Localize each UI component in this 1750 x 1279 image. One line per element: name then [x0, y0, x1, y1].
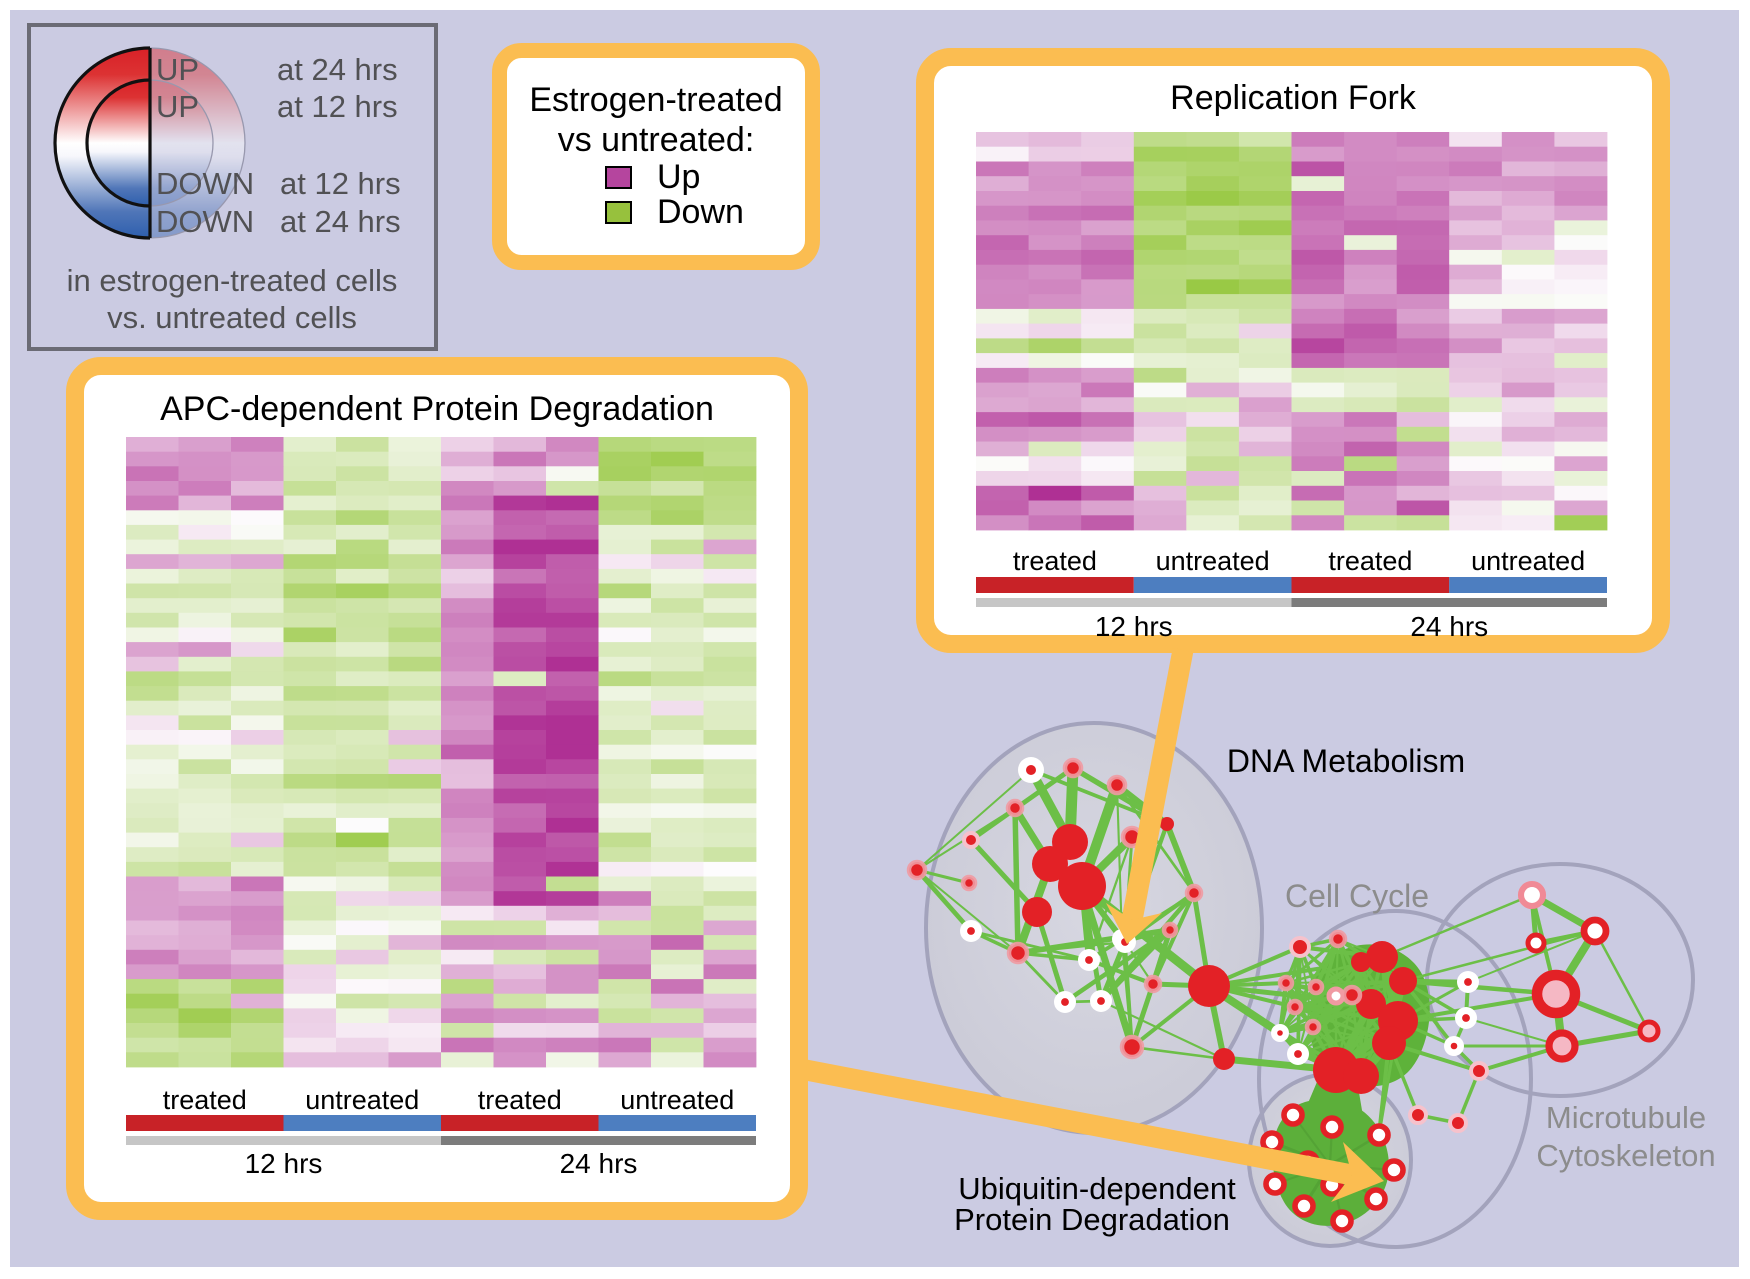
svg-text:Microtubule: Microtubule — [1546, 1100, 1706, 1135]
svg-text:DOWN: DOWN — [156, 166, 254, 201]
svg-text:at 12 hrs: at 12 hrs — [280, 166, 401, 201]
svg-text:untreated: untreated — [620, 1085, 734, 1115]
svg-text:12 hrs: 12 hrs — [245, 1148, 323, 1179]
svg-text:in estrogen-treated cells: in estrogen-treated cells — [67, 263, 398, 298]
svg-text:24 hrs: 24 hrs — [1410, 611, 1488, 642]
svg-text:Ubiquitin-dependent: Ubiquitin-dependent — [958, 1171, 1236, 1206]
svg-text:treated: treated — [478, 1085, 562, 1115]
svg-text:treated: treated — [1013, 546, 1097, 576]
svg-text:UP: UP — [156, 52, 199, 87]
svg-text:Cell Cycle: Cell Cycle — [1285, 878, 1429, 914]
svg-text:Replication Fork: Replication Fork — [1170, 79, 1417, 117]
svg-text:Estrogen-treated: Estrogen-treated — [529, 81, 782, 119]
svg-text:DNA Metabolism: DNA Metabolism — [1227, 743, 1465, 779]
svg-text:Down: Down — [657, 193, 744, 231]
svg-text:treated: treated — [163, 1085, 247, 1115]
svg-text:24 hrs: 24 hrs — [560, 1148, 638, 1179]
svg-text:untreated: untreated — [305, 1085, 419, 1115]
svg-text:at 24 hrs: at 24 hrs — [280, 204, 401, 239]
svg-text:untreated: untreated — [1156, 546, 1270, 576]
svg-text:12 hrs: 12 hrs — [1095, 611, 1173, 642]
svg-text:Up: Up — [657, 158, 700, 196]
svg-text:Protein Degradation: Protein Degradation — [954, 1202, 1230, 1237]
svg-text:vs untreated:: vs untreated: — [558, 121, 755, 159]
svg-text:Cytoskeleton: Cytoskeleton — [1536, 1138, 1715, 1173]
svg-text:treated: treated — [1328, 546, 1412, 576]
svg-text:vs. untreated cells: vs. untreated cells — [107, 300, 357, 335]
svg-text:DOWN: DOWN — [156, 204, 254, 239]
svg-text:UP: UP — [156, 89, 199, 124]
svg-text:at 12 hrs: at 12 hrs — [277, 89, 398, 124]
svg-text:APC-dependent Protein Degradat: APC-dependent Protein Degradation — [160, 390, 714, 428]
svg-text:at 24 hrs: at 24 hrs — [277, 52, 398, 87]
svg-text:untreated: untreated — [1471, 546, 1585, 576]
